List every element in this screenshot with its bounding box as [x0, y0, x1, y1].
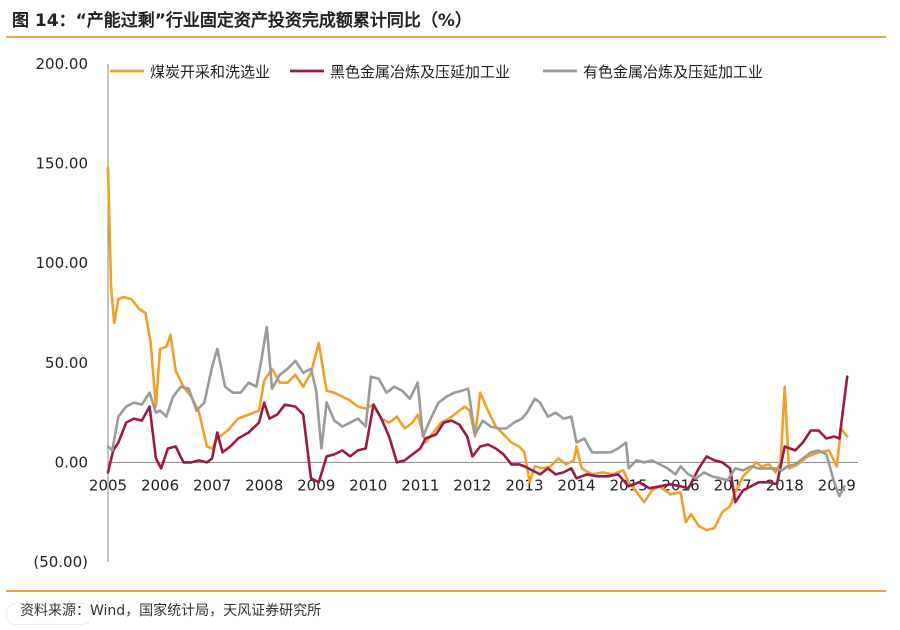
y-tick-labels: 200.00 150.00 100.00 50.00 0.00 (50.00): [33, 55, 88, 571]
y-tick-label: 150.00: [36, 155, 89, 173]
legend-label-3: 有色金属冶炼及压延加工业: [583, 63, 763, 81]
legend-label-2: 黑色金属冶炼及压延加工业: [330, 63, 510, 81]
top-divider: [6, 36, 886, 38]
x-tick-label: 2008: [245, 476, 283, 494]
x-tick-label: 2009: [297, 476, 335, 494]
x-tick-label: 2006: [141, 476, 179, 494]
source-note: 资料来源：Wind，国家统计局，天风证券研究所: [20, 603, 322, 619]
y-tick-label: 0.00: [55, 453, 88, 471]
x-tick-label: 2014: [557, 476, 595, 494]
y-tick-label: 50.00: [45, 354, 88, 372]
series-line-2: [106, 375, 849, 504]
chart-title: 图 14：“产能过剩”行业固定资产投资完成额累计同比（%）: [12, 11, 472, 31]
x-tick-label: 2018: [766, 476, 804, 494]
series-lines: [106, 166, 849, 532]
x-tick-label: 2010: [349, 476, 387, 494]
bottom-divider: [6, 590, 886, 592]
y-tick-label: 200.00: [36, 55, 89, 73]
x-tick-label: 2005: [89, 476, 127, 494]
axes: [107, 64, 858, 562]
y-tick-label: (50.00): [33, 553, 88, 571]
x-tick-label: 2012: [453, 476, 491, 494]
legend: 煤炭开采和洗选业 黑色金属冶炼及压延加工业 有色金属冶炼及压延加工业: [110, 63, 763, 81]
x-tick-label: 2011: [401, 476, 439, 494]
legend-label-1: 煤炭开采和洗选业: [150, 63, 270, 81]
watermark-logo: [6, 603, 92, 625]
x-tick-label: 2007: [193, 476, 231, 494]
x-tick-label: 2013: [505, 476, 543, 494]
x-tick-labels: 2005 2006 2007 2008 2009 2010 2011 2012 2013 2014…: [89, 476, 856, 494]
series-line-3: [106, 325, 846, 498]
y-tick-label: 100.00: [36, 254, 89, 272]
x-tick-label: 2019: [818, 476, 856, 494]
